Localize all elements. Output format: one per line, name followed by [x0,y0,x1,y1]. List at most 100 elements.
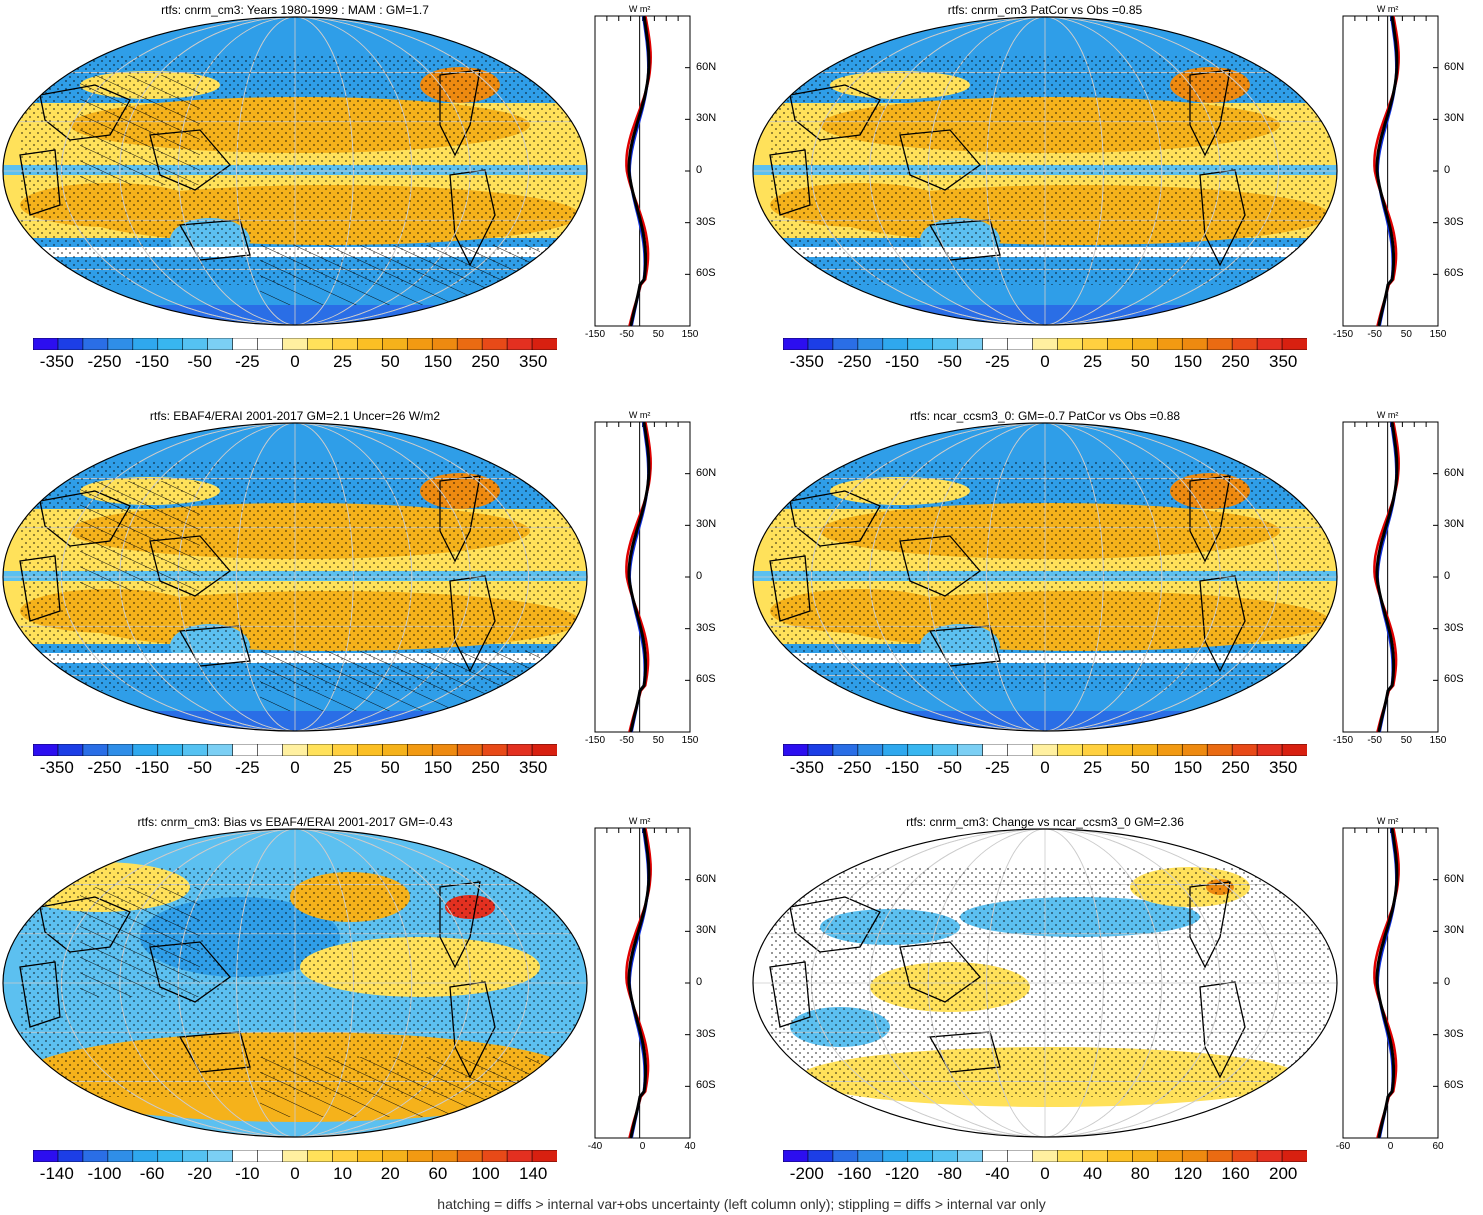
colorbar-swatch [1082,1150,1109,1162]
colorbar-tick-label: 10 [333,1164,353,1183]
latitude-tick-label: 60S [696,673,716,686]
zonal-profile-plot: 60N 30N 0 30S 60S W m² -150 -50 50 150 [585,410,740,746]
colorbar-swatch [807,1150,834,1162]
colorbar-swatch [783,1150,809,1162]
colorbar-swatch [406,338,434,350]
colorbar-swatch [857,338,884,350]
colorbar-swatch [357,1150,384,1162]
latitude-tick-label: 30S [696,1027,716,1040]
latitude-tick-label: 30S [696,621,716,634]
zonal-profile-plot: 60N 30N 0 30S 60S W m² -150 -50 50 150 [1333,410,1483,746]
zonal-profile-plot: 60N 30N 0 30S 60S W m² -150 -50 50 150 [1333,4,1483,340]
colorbar-swatch [332,744,359,756]
x-tick-label: 150 [681,329,699,340]
map-panel [750,827,1340,1139]
colorbar-tick-label: -25 [985,352,1010,371]
units-label: W m² [628,4,651,14]
colorbar-swatch [33,744,59,756]
colorbar-swatch [481,744,508,756]
x-tick-label: 150 [1429,329,1447,340]
x-tick-label: 0 [639,1141,646,1152]
colorbar-swatch [907,338,934,350]
colorbar-swatch [307,1150,334,1162]
colorbar-swatch [783,744,809,756]
latitude-tick-label: 60N [696,466,717,479]
latitude-tick-label: 60S [1444,267,1464,280]
colorbar-swatch [1032,1150,1059,1162]
colorbar-tick-label: -140 [39,1164,74,1183]
units-label: W m² [1376,410,1399,420]
x-tick-label: 150 [1429,735,1447,746]
colorbar-tick-label: 100 [471,1164,500,1183]
colorbar-swatch [282,744,309,756]
colorbar-swatch [832,744,859,756]
colorbar-tick-label: 50 [380,352,400,371]
colorbar-tick-label: 250 [471,352,500,371]
colorbar-tick-label: 150 [1173,758,1203,777]
colorbar-swatch [307,338,334,350]
colorbar-swatch [1007,1150,1034,1162]
colorbar-swatch [481,338,508,350]
latitude-tick-label: 0 [696,976,703,988]
latitude-tick-label: 30N [1444,924,1465,937]
latitude-tick-label: 30N [1444,518,1465,531]
latitude-tick-label: 30N [1444,112,1465,125]
colorbar-tick-label: -250 [87,758,122,777]
colorbar-tick-label: 350 [1268,352,1298,371]
latitude-tick-label: 60S [1444,673,1464,686]
colorbar-tick-label: 250 [1221,352,1250,371]
colorbar-swatch [1007,744,1034,756]
colorbar-tick-label: 350 [518,758,548,777]
colorbar-swatch [907,1150,934,1162]
colorbar: -350 -250 -150 -50 -25 0 25 50 150 250 350 [783,744,1307,777]
colorbar-swatch [232,744,259,756]
colorbar-tick-label: 0 [1040,352,1050,371]
colorbar-swatch [932,1150,959,1162]
colorbar-swatch [1181,1150,1208,1162]
colorbar-swatch [1256,338,1283,350]
latitude-tick-label: 0 [1444,164,1451,176]
latitude-tick-label: 30S [696,215,716,228]
colorbar-tick-label: 200 [1268,1164,1298,1183]
colorbar-swatch [882,744,909,756]
zonal-profile-plot: 60N 30N 0 30S 60S W m² -150 -50 50 150 [585,4,740,340]
colorbar-tick-label: 40 [1083,1164,1103,1183]
colorbar-swatch [1231,338,1258,350]
colorbar-tick-label: 250 [1221,758,1250,777]
colorbar-tick-label: 160 [1221,1164,1250,1183]
colorbar-swatch [431,1150,458,1162]
colorbar-swatch [82,338,109,350]
colorbar-swatch [431,744,458,756]
panel-title: rtfs: ncar_ccsm3_0: GM=-0.7 PatCor vs Ob… [909,409,1181,423]
colorbar-swatch [357,338,384,350]
x-tick-label: 150 [681,735,699,746]
latitude-tick-label: 30S [1444,621,1464,634]
panel-title: rtfs: cnrm_cm3 PatCor vs Obs =0.85 [947,3,1143,17]
colorbar-swatch [1007,338,1034,350]
colorbar-swatch [1057,1150,1084,1162]
map-panel [750,15,1340,327]
colorbar-swatch [982,744,1009,756]
colorbar-swatch [506,338,533,350]
colorbar-swatch [182,338,209,350]
colorbar-swatch [132,1150,159,1162]
latitude-tick-label: 0 [1444,570,1451,582]
colorbar-swatch [282,338,309,350]
units-label: W m² [628,816,651,826]
colorbar-tick-label: 0 [290,1164,300,1183]
colorbar-swatch [1281,338,1307,350]
colorbar-swatch [1107,1150,1134,1162]
profile-line [627,421,651,733]
colorbar-swatch [107,338,134,350]
x-tick-label: -40 [587,1141,603,1152]
colorbar: -350 -250 -150 -50 -25 0 25 50 150 250 350 [783,338,1307,371]
colorbar-swatch [1156,1150,1184,1162]
colorbar-tick-label: 25 [333,758,353,777]
colorbar-swatch [232,1150,259,1162]
colorbar-swatch [1057,744,1084,756]
x-tick-label: -150 [1332,735,1354,746]
colorbar-tick-label: -50 [937,758,963,777]
colorbar-tick-label: -20 [187,1164,213,1183]
units-label: W m² [628,410,651,420]
colorbar-swatch [257,744,284,756]
